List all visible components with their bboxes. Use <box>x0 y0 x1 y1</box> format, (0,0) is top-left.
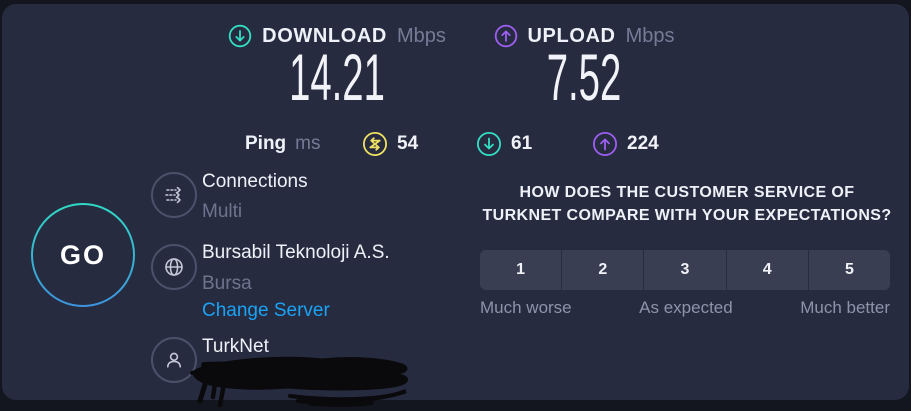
connections-value: Multi <box>202 201 243 222</box>
redaction-scribble <box>190 356 408 408</box>
ping-label: Ping <box>245 133 287 154</box>
ping-download: 61 <box>476 130 532 158</box>
rating-button-4[interactable]: 4 <box>726 250 808 290</box>
download-label: DOWNLOAD <box>262 24 387 47</box>
download-metric-header: DOWNLOAD Mbps <box>187 22 487 50</box>
change-server-link[interactable]: Change Server <box>202 300 330 321</box>
globe-icon <box>151 244 197 290</box>
ping-idle: 54 <box>362 130 418 158</box>
rating-button-2[interactable]: 2 <box>562 250 644 290</box>
scale-label-mid: As expected <box>639 298 733 317</box>
upload-arrow-circle-icon <box>592 131 618 157</box>
rating-button-5[interactable]: 5 <box>808 250 891 290</box>
connections-label: Connections <box>202 171 308 192</box>
rating-bar: 1 2 3 4 5 <box>480 250 891 290</box>
scale-label-high: Much better <box>800 298 890 317</box>
server-location: Bursa <box>202 273 252 294</box>
ping-header: Ping ms <box>245 130 321 158</box>
isp-name: TurkNet <box>202 336 269 357</box>
scale-label-low: Much worse <box>480 298 572 317</box>
ping-upload: 224 <box>592 130 659 158</box>
download-value: 14.21 <box>289 40 385 114</box>
server-name: Bursabil Teknoloji A.S. <box>202 242 390 263</box>
go-button[interactable]: GO <box>30 202 136 308</box>
survey-question-line1: HOW DOES THE CUSTOMER SERVICE OF <box>519 184 855 201</box>
go-button-label: GO <box>59 239 106 270</box>
upload-unit: Mbps <box>625 24 675 47</box>
person-icon <box>151 337 197 383</box>
multi-connections-icon <box>151 172 197 218</box>
upload-value: 7.52 <box>546 40 622 114</box>
upload-label: UPLOAD <box>527 24 616 47</box>
download-arrow-circle-icon <box>476 131 502 157</box>
survey-question: HOW DOES THE CUSTOMER SERVICE OF TURKNET… <box>462 181 911 227</box>
ping-download-value: 61 <box>511 133 533 154</box>
rating-button-1[interactable]: 1 <box>480 250 562 290</box>
ping-idle-value: 54 <box>397 133 419 154</box>
upload-arrow-circle-icon <box>494 24 518 48</box>
ping-upload-value: 224 <box>627 133 659 154</box>
idle-latency-swap-icon <box>362 131 388 157</box>
rating-scale-labels: Much worse As expected Much better <box>480 298 890 318</box>
upload-metric-header: UPLOAD Mbps <box>434 22 734 50</box>
download-unit: Mbps <box>396 24 446 47</box>
survey-question-line2: TURKNET COMPARE WITH YOUR EXPECTATIONS? <box>482 207 892 224</box>
go-ring-icon <box>31 203 135 307</box>
result-card: DOWNLOAD Mbps 14.21 UPLOAD Mbps 7.52 Pin… <box>2 4 909 400</box>
rating-button-3[interactable]: 3 <box>644 250 726 290</box>
ping-unit: ms <box>295 133 321 154</box>
download-arrow-circle-icon <box>228 24 252 48</box>
